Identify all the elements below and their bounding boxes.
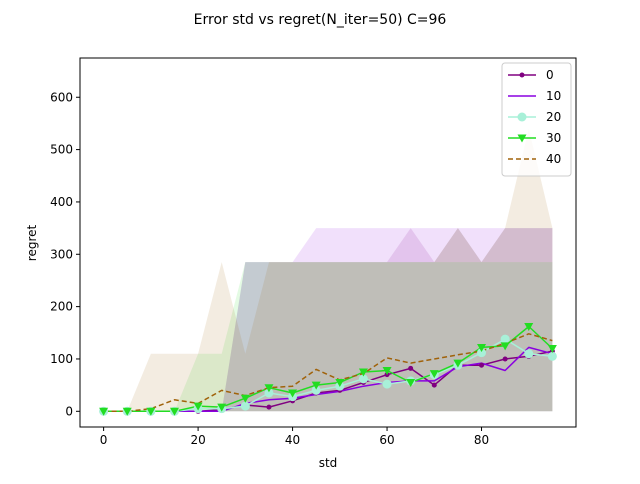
point-series-20 xyxy=(500,334,510,344)
x-tick-label: 20 xyxy=(190,433,205,447)
y-axis-ticks: 0 100 200 300 400 500 600 xyxy=(50,90,80,418)
point-series-0 xyxy=(431,382,437,388)
point-series-30 xyxy=(453,359,463,368)
band-series-0 xyxy=(103,228,553,412)
band-series-40 xyxy=(103,128,553,412)
point-series-30 xyxy=(406,379,416,388)
point-series-30 xyxy=(99,407,109,416)
chart-title: Error std vs regret(N_iter=50) C=96 xyxy=(194,12,447,28)
band-series-10 xyxy=(103,228,553,412)
point-series-20 xyxy=(358,374,368,384)
plot-frame xyxy=(79,57,577,428)
point-series-30 xyxy=(264,384,274,393)
point-series-20 xyxy=(477,348,487,358)
point-series-30 xyxy=(524,323,534,332)
point-series-20 xyxy=(240,401,250,411)
y-tick-label: 100 xyxy=(50,352,73,366)
point-series-0 xyxy=(479,362,485,368)
legend-label-30: 30 xyxy=(546,131,561,145)
y-axis-label: regret xyxy=(25,224,39,261)
legend-label-0: 0 xyxy=(546,68,554,82)
point-series-30 xyxy=(358,368,368,377)
point-series-30 xyxy=(288,389,298,398)
point-series-20 xyxy=(264,388,274,398)
point-series-30 xyxy=(311,381,321,390)
band-series-30 xyxy=(103,262,553,412)
legend: 0 10 20 30 40 xyxy=(501,62,572,177)
confidence-bands xyxy=(103,128,553,412)
point-series-30 xyxy=(146,407,156,416)
band-series-20 xyxy=(103,228,553,412)
point-series-30 xyxy=(500,342,510,351)
x-tick-label: 60 xyxy=(379,433,394,447)
series-markers xyxy=(99,323,557,416)
point-series-0 xyxy=(408,365,414,371)
y-tick-label: 200 xyxy=(50,300,73,314)
x-tick-label: 0 xyxy=(100,433,108,447)
y-tick-label: 400 xyxy=(50,195,73,209)
legend-box xyxy=(501,62,572,177)
point-series-20 xyxy=(311,385,321,395)
point-series-30 xyxy=(477,343,487,352)
point-series-20 xyxy=(524,349,534,359)
point-series-30 xyxy=(335,379,345,388)
point-series-30 xyxy=(547,344,557,353)
y-tick-label: 300 xyxy=(50,247,73,261)
point-series-20 xyxy=(547,351,557,361)
legend-marker-0 xyxy=(519,72,525,78)
x-axis-label: std xyxy=(319,456,338,470)
legend-marker-30 xyxy=(517,134,527,143)
x-axis-ticks: 0 20 40 60 80 xyxy=(100,427,489,447)
point-series-30 xyxy=(240,394,250,403)
x-tick-label: 40 xyxy=(285,433,300,447)
x-tick-label: 80 xyxy=(474,433,489,447)
point-series-30 xyxy=(429,370,439,379)
point-series-30 xyxy=(193,402,203,411)
legend-marker-20 xyxy=(517,112,527,122)
point-series-0 xyxy=(266,404,272,410)
point-series-0 xyxy=(502,356,508,362)
y-tick-label: 0 xyxy=(65,404,73,418)
legend-label-40: 40 xyxy=(546,152,561,166)
point-series-30 xyxy=(382,366,392,375)
legend-label-20: 20 xyxy=(546,110,561,124)
point-series-30 xyxy=(169,407,179,416)
point-series-30 xyxy=(217,403,227,412)
y-tick-label: 600 xyxy=(50,90,73,104)
point-series-30 xyxy=(122,407,132,416)
y-tick-label: 500 xyxy=(50,143,73,157)
legend-label-10: 10 xyxy=(546,89,561,103)
point-series-20 xyxy=(382,379,392,389)
